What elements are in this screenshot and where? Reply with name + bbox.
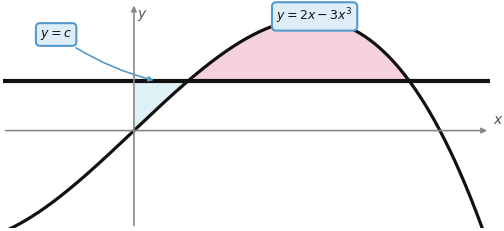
Text: $y = c$: $y = c$ (40, 27, 152, 81)
Text: x: x (494, 113, 502, 127)
Text: y: y (138, 7, 146, 21)
Text: $y = 2x - 3x^3$: $y = 2x - 3x^3$ (276, 7, 353, 26)
